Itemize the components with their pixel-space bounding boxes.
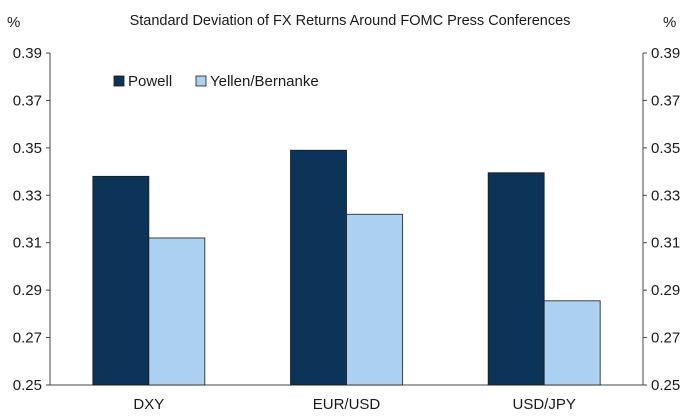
legend-label-yellen-bernanke: Yellen/Bernanke — [210, 73, 319, 90]
bar-yellen-bernanke-usd-jpy — [543, 300, 601, 386]
y-ticks: 0.25 0.25 0.27 0.27 0.29 0.29 0.31 0.31 0.33 0.33… — [13, 45, 680, 394]
bar-powell-dxy — [92, 175, 150, 386]
y-tick-label-left: 0.27 — [13, 330, 42, 347]
bars — [92, 149, 601, 386]
bar-powell-usd-jpy — [487, 172, 545, 386]
y-tick-label-right: 0.39 — [651, 45, 680, 62]
y-tick-label-left: 0.31 — [13, 235, 42, 252]
y-unit-right: % — [663, 14, 676, 31]
x-categories: DXY EUR/USD USD/JPY — [133, 396, 575, 413]
y-tick-label-right: 0.29 — [651, 282, 680, 299]
y-tick-label-left: 0.39 — [13, 45, 42, 62]
y-unit-left: % — [7, 14, 20, 31]
y-tick-label-right: 0.31 — [651, 235, 680, 252]
y-tick-label-left: 0.37 — [13, 92, 42, 109]
y-tick-label-left: 0.33 — [13, 187, 42, 204]
y-tick-label-left: 0.35 — [13, 140, 42, 157]
chart-title: Standard Deviation of FX Returns Around … — [130, 13, 571, 29]
x-category-label: DXY — [133, 396, 164, 413]
y-tick-label-right: 0.35 — [651, 140, 680, 157]
x-category-label: EUR/USD — [313, 396, 381, 413]
y-tick-label-right: 0.27 — [651, 330, 680, 347]
legend-swatch-powell — [113, 75, 125, 87]
x-category-label: USD/JPY — [512, 396, 575, 413]
legend: Powell Yellen/Bernanke — [113, 73, 319, 90]
y-tick-label-left: 0.25 — [13, 377, 42, 394]
bar-powell-eur-usd — [290, 149, 347, 386]
y-tick-label-right: 0.33 — [651, 187, 680, 204]
y-tick-label-left: 0.29 — [13, 282, 42, 299]
legend-label-powell: Powell — [128, 73, 172, 90]
y-tick-label-right: 0.25 — [651, 377, 680, 394]
bar-yellen-bernanke-eur-usd — [346, 213, 403, 386]
y-tick-label-right: 0.37 — [651, 92, 680, 109]
legend-swatch-yellen-bernanke — [195, 75, 207, 87]
bar-yellen-bernanke-dxy — [148, 237, 206, 386]
